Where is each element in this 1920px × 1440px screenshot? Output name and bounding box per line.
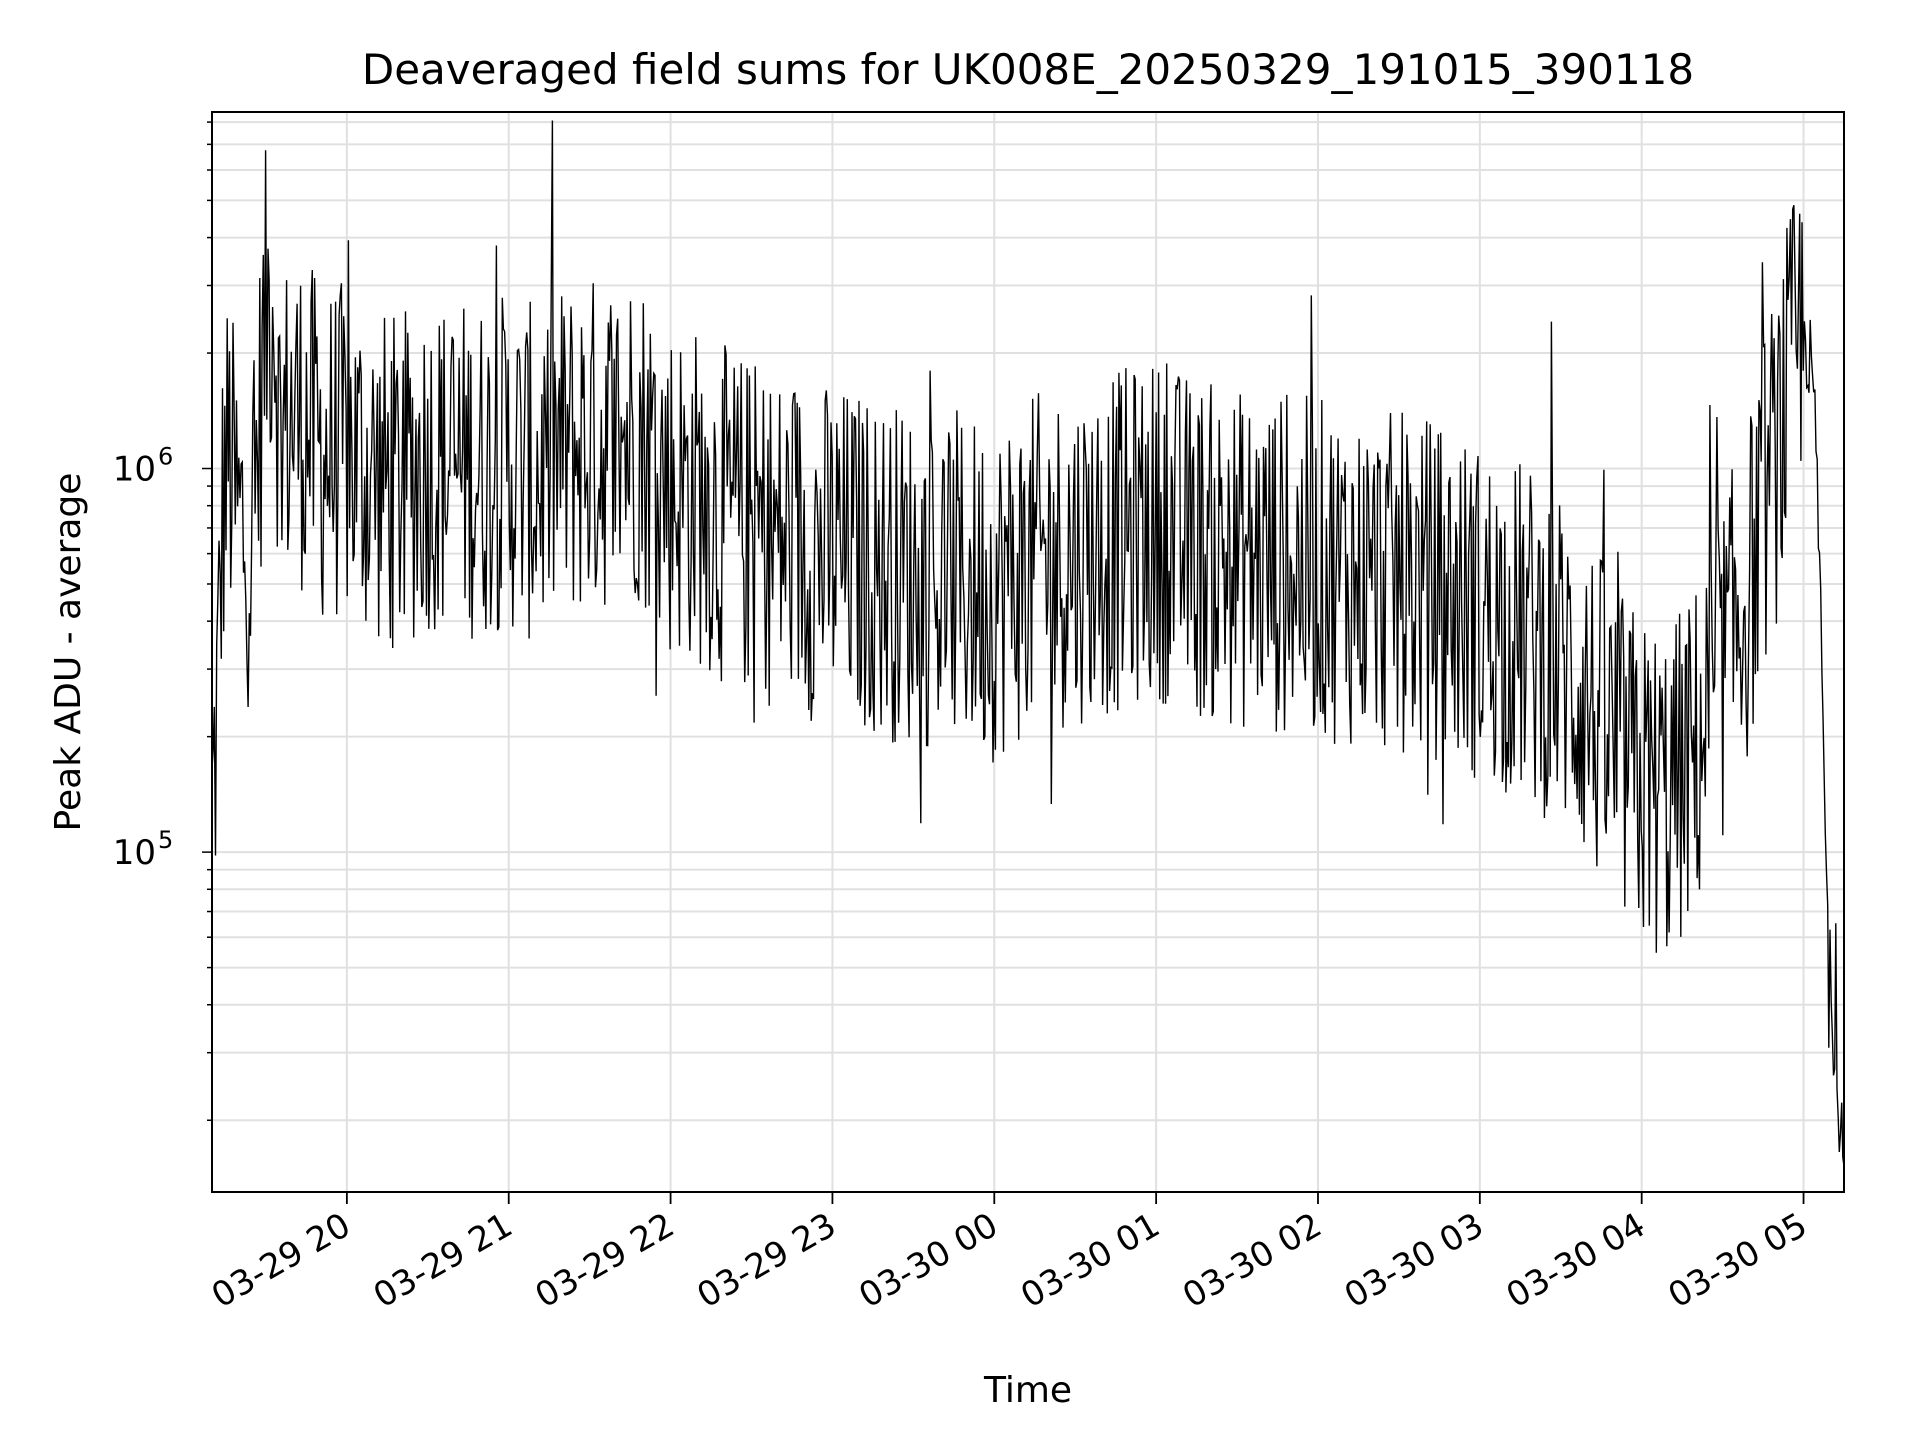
x-tick-label: 03-29 21: [367, 1205, 519, 1316]
x-tick-label: 03-29 22: [529, 1205, 681, 1316]
x-tick-label: 03-29 20: [205, 1205, 357, 1316]
series-layer: [211, 120, 1845, 1166]
axes: 03-29 20 03-29 21 03-29 22 03-29 23 03-30 00…: [113, 121, 1814, 1316]
plot-area: [211, 111, 1845, 1193]
y-axis-label: Peak ADU - average: [48, 473, 89, 832]
x-tick-label: 03-30 00: [852, 1205, 1004, 1316]
x-tick-label: 03-30 03: [1338, 1205, 1490, 1316]
y-tick-exponent: 6: [158, 443, 173, 471]
chart-title: Deaveraged field sums for UK008E_2025032…: [362, 45, 1694, 94]
x-tick-label: 03-29 23: [691, 1205, 843, 1316]
x-tick-label: 03-30 01: [1014, 1205, 1166, 1316]
y-tick-label: 10: [113, 450, 156, 490]
y-tick-label: 10: [113, 833, 156, 873]
series-line: [211, 120, 1845, 1166]
x-tick-label: 03-30 05: [1662, 1205, 1814, 1316]
x-tick-label: 03-30 04: [1500, 1205, 1652, 1316]
x-axis-label: Time: [983, 1370, 1072, 1411]
y-tick-exponent: 5: [158, 826, 173, 854]
x-tick-label: 03-30 02: [1176, 1205, 1328, 1316]
